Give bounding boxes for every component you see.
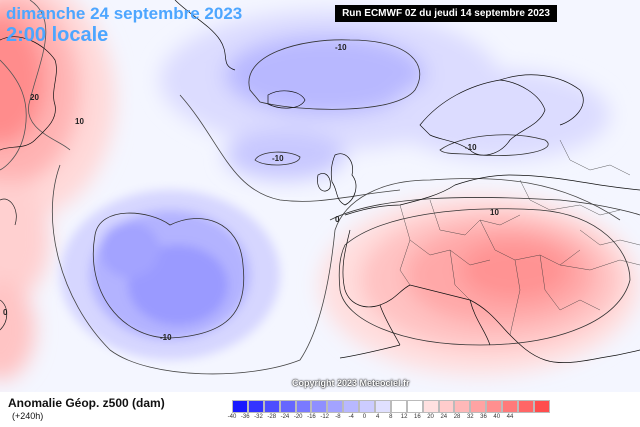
color-swatch bbox=[470, 400, 487, 413]
color-swatch bbox=[247, 400, 264, 413]
scale-tick-label: -24 bbox=[280, 414, 290, 420]
color-swatch bbox=[232, 400, 248, 413]
iso-n-10c: -10 bbox=[160, 333, 172, 342]
forecast-time: 2:00 locale bbox=[6, 24, 109, 46]
color-swatch bbox=[518, 400, 534, 413]
iso-zero-a: 0 bbox=[335, 215, 340, 224]
scale-tick-label: -8 bbox=[335, 414, 341, 420]
forecast-date: dimanche 24 septembre 2023 bbox=[6, 4, 243, 23]
color-swatch bbox=[279, 400, 296, 413]
color-scale-ticks: -40 -36 -32 -28 -24 -20 -16 -12 -8 -4 0 4 8 12 16 20 24 2… bbox=[228, 414, 514, 424]
color-swatch bbox=[311, 400, 328, 413]
scale-tick-label: 40 bbox=[493, 414, 501, 420]
variable-label: Anomalie Géop. z500 (dam) bbox=[8, 396, 165, 410]
color-scale bbox=[232, 400, 550, 413]
scale-tick-label: -28 bbox=[267, 414, 277, 420]
scale-tick-label: 28 bbox=[453, 414, 461, 420]
scale-tick-label: 20 bbox=[427, 414, 434, 420]
scale-tick-label: -40 bbox=[227, 414, 237, 420]
color-swatch bbox=[263, 400, 280, 413]
legend-footer: Anomalie Géop. z500 (dam) (+240h) -40 -36… bbox=[0, 392, 640, 427]
color-swatch bbox=[502, 400, 519, 413]
color-swatch bbox=[486, 400, 503, 413]
country-borders bbox=[399, 139, 640, 336]
scale-tick-label: 4 bbox=[375, 414, 380, 420]
color-swatch bbox=[406, 400, 423, 413]
color-swatch bbox=[343, 400, 360, 413]
color-swatch bbox=[438, 400, 455, 413]
color-swatch bbox=[295, 400, 312, 413]
color-swatch bbox=[533, 400, 550, 413]
iso-zero-b: 0 bbox=[3, 308, 8, 317]
color-swatch bbox=[390, 400, 407, 413]
contour-labels: 20 10 -10 -10 -10 -10 10 0 0 bbox=[3, 43, 499, 342]
iso-n-10a: -10 bbox=[335, 43, 347, 52]
scale-tick-label: -32 bbox=[254, 414, 263, 420]
scale-tick-label: 8 bbox=[389, 414, 393, 420]
greenland-positive-anomaly bbox=[0, 0, 115, 380]
scale-tick-label: 32 bbox=[466, 414, 474, 420]
iso-scan-10: -10 bbox=[465, 143, 477, 152]
scale-tick-label: -12 bbox=[320, 414, 329, 420]
scale-tick-label: 0 bbox=[362, 414, 367, 420]
color-swatch bbox=[327, 400, 344, 413]
run-info-banner: Run ECMWF 0Z du jeudi 14 septembre 2023 bbox=[335, 5, 557, 22]
europe-positive-anomaly bbox=[320, 195, 640, 375]
north-atlantic-negative-anomaly bbox=[160, 10, 610, 180]
scale-tick-label: 12 bbox=[400, 414, 408, 420]
lead-time-label: (+240h) bbox=[12, 411, 44, 421]
iso-w-10: 10 bbox=[75, 117, 84, 126]
scale-tick-label: -16 bbox=[307, 414, 316, 420]
mid-atlantic-negative-anomaly bbox=[60, 190, 280, 360]
color-swatch bbox=[422, 400, 439, 413]
scale-tick-label: -4 bbox=[348, 414, 354, 420]
copyright-notice: Copyright 2023 Meteociel.fr bbox=[292, 378, 410, 388]
color-swatch bbox=[375, 400, 391, 413]
scale-tick-label: -36 bbox=[240, 414, 250, 420]
iso-eu-10: 10 bbox=[490, 208, 499, 217]
iso-w-20: 20 bbox=[30, 93, 39, 102]
scale-tick-label: -20 bbox=[293, 414, 303, 420]
color-swatch bbox=[359, 400, 376, 413]
scale-tick-label: 16 bbox=[413, 414, 421, 420]
geopotential-anomaly-map: 20 10 -10 -10 -10 -10 10 0 0 bbox=[0, 0, 640, 392]
color-swatch bbox=[454, 400, 471, 413]
scale-tick-label: 24 bbox=[440, 414, 448, 420]
iso-n-10b: -10 bbox=[272, 154, 284, 163]
isohypse-contours bbox=[0, 0, 640, 375]
scale-tick-label: 36 bbox=[480, 414, 487, 420]
scale-tick-label: 44 bbox=[506, 414, 514, 420]
